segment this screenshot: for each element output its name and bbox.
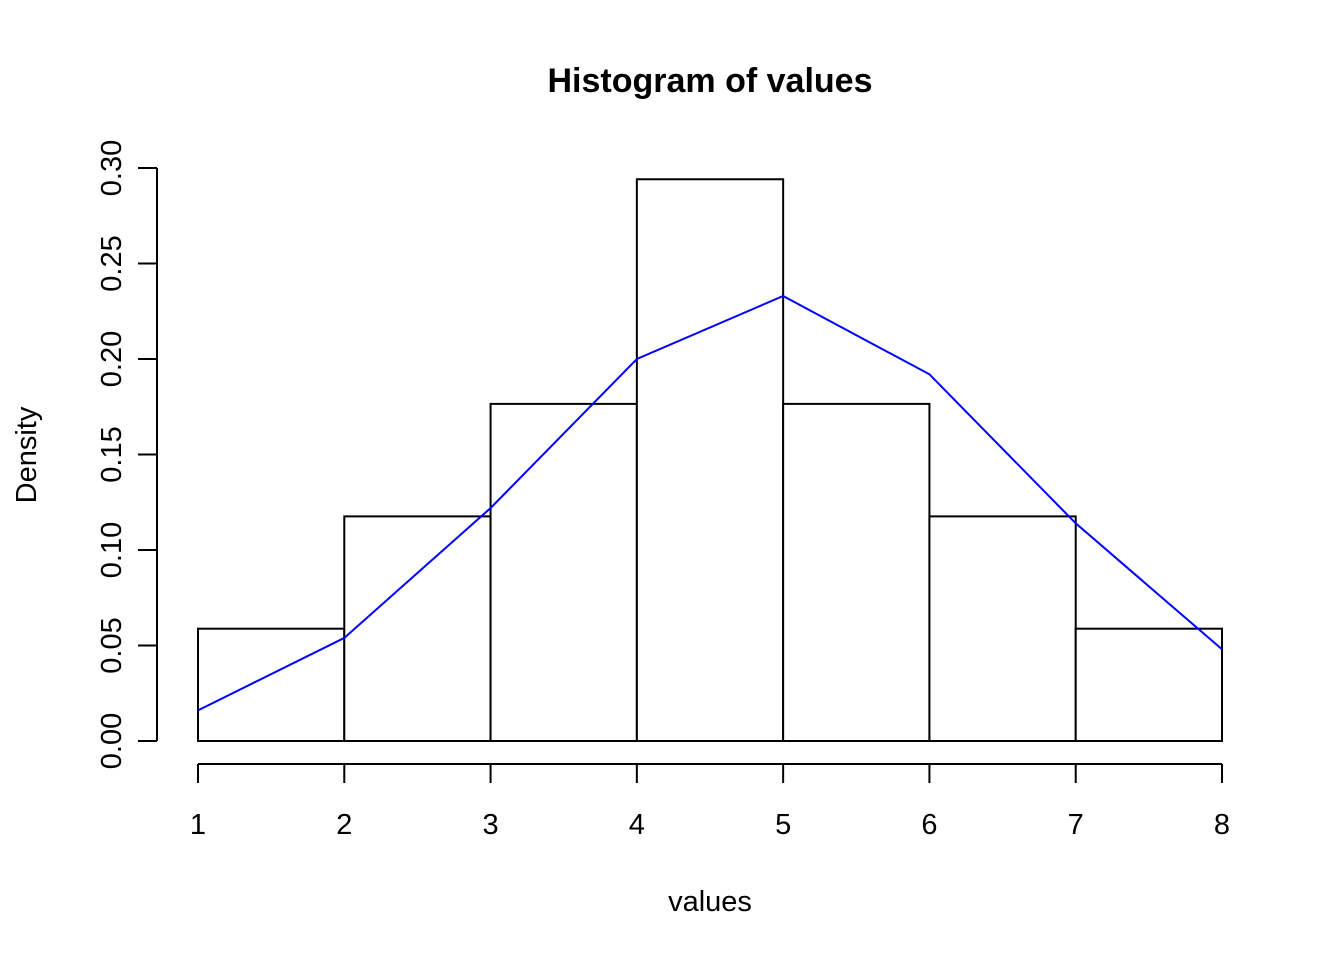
y-tick-label: 0.00	[96, 713, 128, 769]
y-tick-label: 0.25	[96, 235, 128, 291]
x-tick-label: 2	[336, 809, 352, 841]
x-tick-label: 5	[775, 809, 791, 841]
y-axis-label: Density	[11, 406, 43, 503]
y-tick-label: 0.15	[96, 426, 128, 482]
y-tick-label: 0.05	[96, 617, 128, 673]
chart-title: Histogram of values	[548, 62, 873, 100]
histogram-bar	[489, 402, 638, 742]
histogram-bar	[1074, 627, 1223, 743]
histogram-bar	[343, 515, 492, 742]
x-axis-label: values	[668, 886, 752, 918]
bars-group	[197, 178, 1223, 743]
x-tick-label: 8	[1214, 809, 1230, 841]
y-tick-label: 0.10	[96, 522, 128, 578]
histogram-bar	[197, 627, 346, 743]
density-line-group	[197, 294, 1223, 712]
x-axis: 1 2 3 4 5 6 7 8	[190, 763, 1230, 841]
histogram-bar	[782, 402, 931, 742]
histogram-bar	[928, 515, 1077, 742]
x-tick-label: 1	[190, 809, 206, 841]
density-line	[197, 294, 1223, 712]
y-axis: 0.00 0.05 0.10 0.15 0.20 0.25 0.30	[96, 140, 158, 769]
histogram-bar	[635, 178, 785, 743]
x-tick-label: 3	[483, 809, 499, 841]
x-tick-label: 7	[1068, 809, 1084, 841]
x-tick-label: 6	[921, 809, 937, 841]
y-tick-label: 0.30	[96, 140, 128, 196]
x-tick-label: 4	[629, 809, 645, 841]
y-tick-label: 0.20	[96, 331, 128, 387]
